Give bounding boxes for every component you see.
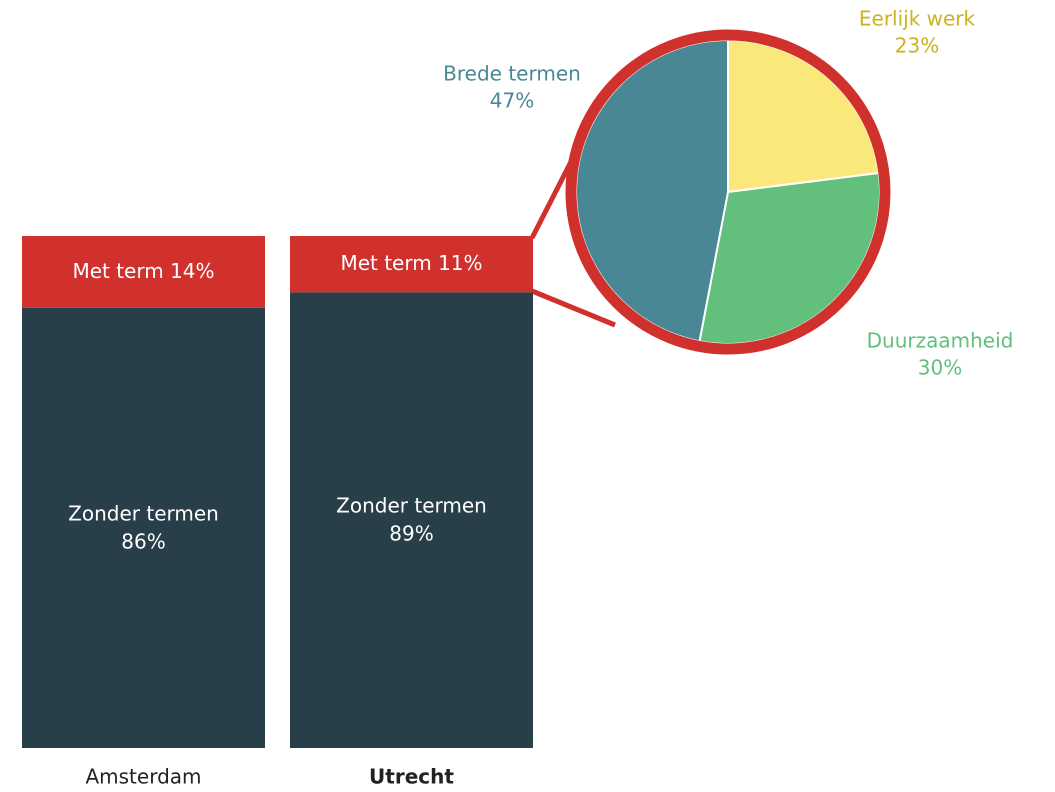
category-label: Utrecht <box>369 765 454 789</box>
segment-name: Zonder termen <box>68 501 219 525</box>
segment-label: Met term 14% <box>72 258 214 282</box>
pie-slice <box>727 38 880 194</box>
segment-label: Met term 11% <box>340 251 482 275</box>
value-label: 89% <box>389 522 433 546</box>
category-label: Amsterdam <box>85 765 201 789</box>
segment-name: Met term <box>72 258 163 282</box>
slice-name: Brede termen <box>443 62 581 86</box>
value-label: 86% <box>121 529 165 553</box>
slice-name: Duurzaamheid <box>867 329 1014 353</box>
connector <box>531 288 616 328</box>
value-label: 14% <box>170 258 214 282</box>
bar-segment <box>290 236 533 293</box>
bar-segment <box>290 292 533 748</box>
pie-border <box>565 29 891 355</box>
bar-segment <box>22 236 265 308</box>
segment-name: Met term <box>340 251 431 275</box>
slice-value: 47% <box>490 89 534 113</box>
slice-name: Eerlijk werk <box>859 7 976 31</box>
value-label: 11% <box>438 251 482 275</box>
segment-name: Zonder termen <box>336 494 487 518</box>
slice-value: 23% <box>895 34 939 58</box>
pie-slice <box>575 38 729 343</box>
bar-segment <box>22 307 265 748</box>
slice-value: 30% <box>918 356 962 380</box>
